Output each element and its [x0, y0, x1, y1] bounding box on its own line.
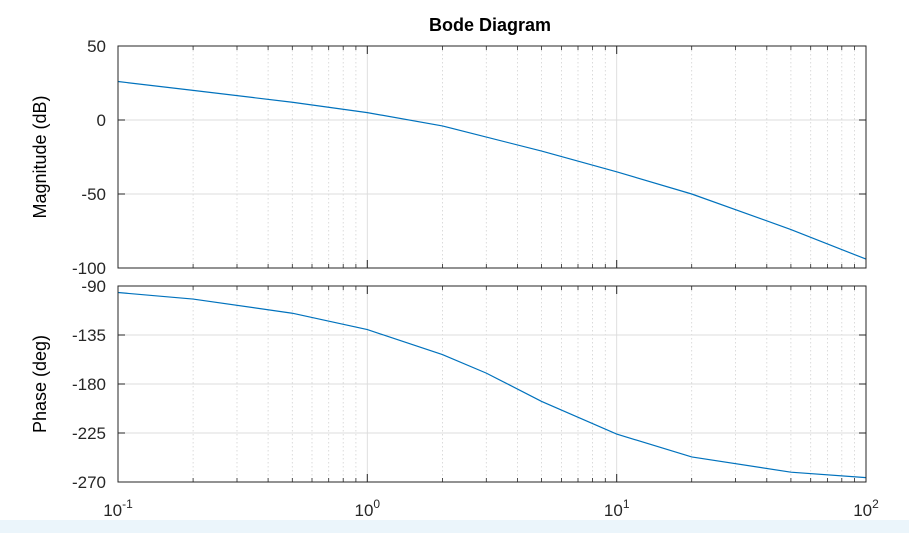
phase-grid — [118, 286, 866, 482]
magnitude-y-tick-label: 0 — [97, 111, 106, 130]
x-tick-label-exponent: 0 — [373, 497, 380, 511]
chart-title: Bode Diagram — [429, 15, 551, 35]
x-tick-label: 102 — [853, 497, 879, 520]
x-tick-label-exponent: -1 — [122, 497, 133, 511]
x-tick-label-base: 10 — [354, 501, 373, 520]
x-tick-label-exponent: 2 — [872, 497, 879, 511]
magnitude-y-tick-labels: 50 0 -50 -100 — [72, 37, 106, 278]
phase-y-tick-label: -270 — [72, 473, 106, 492]
phase-y-tick-label: -90 — [81, 277, 106, 296]
phase-axes-box — [117, 285, 867, 483]
phase-y-tick-label: -225 — [72, 424, 106, 443]
x-tick-label: 100 — [354, 497, 380, 520]
magnitude-y-tick-label: -100 — [72, 259, 106, 278]
magnitude-y-label: Magnitude (dB) — [30, 95, 50, 218]
magnitude-y-tick-label: 50 — [87, 37, 106, 56]
x-tick-label: 10-1 — [103, 497, 133, 520]
magnitude-curve — [117, 80, 867, 260]
magnitude-grid — [118, 46, 866, 268]
magnitude-y-tick-label: -50 — [81, 185, 106, 204]
phase-curve — [117, 291, 867, 479]
phase-y-tick-label: -180 — [72, 375, 106, 394]
x-tick-label: 101 — [604, 497, 630, 520]
phase-y-tick-label: -135 — [72, 326, 106, 345]
x-tick-label-base: 10 — [103, 501, 122, 520]
magnitude-axes-box — [117, 45, 867, 269]
phase-y-tick-labels: -90 -135 -180 -225 -270 — [72, 277, 106, 492]
magnitude-plot-area — [118, 46, 866, 268]
x-tick-label-base: 10 — [604, 501, 623, 520]
x-tick-label-base: 10 — [853, 501, 872, 520]
x-tick-labels: 10-1 100 101 102 — [103, 497, 879, 520]
phase-y-label: Phase (deg) — [30, 335, 50, 433]
x-tick-label-exponent: 1 — [623, 497, 630, 511]
